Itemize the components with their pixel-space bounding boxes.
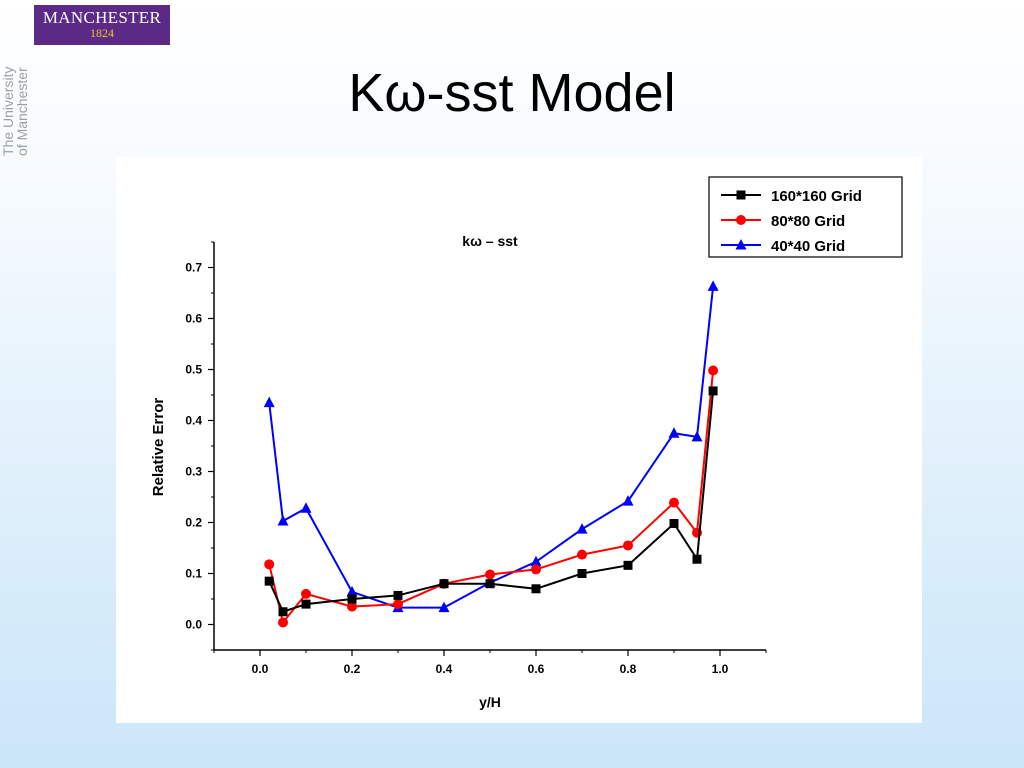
data-point-80x80-grid [301,588,311,599]
legend-marker-40x40-grid [735,239,747,250]
slide-title: Kω-sst Model [348,63,676,123]
data-point-80x80-grid [278,617,288,628]
data-point-160x160-grid [669,519,679,529]
chart-title: kω – sst [462,233,518,249]
data-point-80x80-grid [669,497,679,508]
data-point-40x40-grid [346,585,358,597]
chart-svg: 0.0 0.1 0.2 0.3 0.4 0.5 0.6 0.7 0.0 0.2 0.4 0.6 0.8 1… [150,176,903,710]
y-tick-label: 0.5 [185,363,202,377]
legend-label-40x40-grid: 40*40 Grid [771,238,845,255]
data-point-80x80-grid [531,564,541,575]
data-point-160x160-grid [692,554,702,564]
y-tick-label: 0.4 [185,414,202,428]
data-point-40x40-grid [438,601,450,613]
y-tick-label: 0.6 [185,312,202,326]
x-tick-label: 0.4 [436,662,453,676]
x-tick-label: 0.6 [528,662,545,676]
data-point-80x80-grid [577,549,587,560]
logo-year: 1824 [90,26,114,40]
data-point-160x160-grid [623,560,633,570]
data-point-160x160-grid [577,569,587,578]
data-point-80x80-grid [347,601,357,612]
x-axis-label: y/H [479,694,501,710]
data-point-40x40-grid [622,495,634,506]
x-tick-label: 0.8 [620,662,637,676]
x-tick-label: 0.2 [344,662,361,676]
data-point-160x160-grid [439,579,449,589]
data-point-40x40-grid [691,430,703,442]
university-logo: MANCHESTER 1824 [34,5,170,45]
data-point-160x160-grid [301,599,311,609]
logo-wordmark: MANCHESTER [42,8,162,27]
y-tick-label: 0.3 [185,465,202,479]
data-point-160x160-grid [264,576,274,586]
y-axis-label: Relative Error [150,398,167,497]
y-tick-label: 0.0 [185,618,202,632]
data-point-80x80-grid [485,569,495,580]
chart-panel: 0.0 0.1 0.2 0.3 0.4 0.5 0.6 0.7 0.0 0.2 0.4 0.6 0.8 1… [116,157,922,723]
data-point-160x160-grid [393,590,403,600]
data-point-160x160-grid [485,579,495,589]
series-layer [263,280,719,628]
chart-legend: 160*160 Grid 80*80 Grid 40*40 Grid [708,176,903,258]
data-point-40x40-grid [576,523,588,534]
data-point-80x80-grid [708,365,719,376]
data-point-40x40-grid [300,502,312,513]
data-point-160x160-grid [708,386,718,396]
data-point-160x160-grid [531,584,541,594]
data-point-80x80-grid [264,559,275,570]
legend-marker-160x160-grid [736,190,746,200]
data-point-80x80-grid [623,540,633,551]
data-point-40x40-grid [668,427,680,438]
data-point-160x160-grid [278,607,288,617]
data-point-40x40-grid [263,396,275,408]
x-tick-label: 0.0 [252,662,269,676]
y-tick-label: 0.7 [185,261,202,275]
x-tick-label: 1.0 [712,662,729,676]
data-point-160x160-grid [347,594,357,604]
legend-label-80x80-grid: 80*80 Grid [771,213,845,230]
legend-marker-80x80-grid [736,215,746,225]
data-point-80x80-grid [393,599,403,610]
legend-label-160x160-grid: 160*160 Grid [771,188,862,205]
y-tick-label: 0.2 [185,516,202,530]
series-line-40x40-grid [268,286,715,609]
data-point-40x40-grid [707,280,719,291]
data-point-40x40-grid [277,514,289,526]
axes-layer: 0.0 0.1 0.2 0.3 0.4 0.5 0.6 0.7 0.0 0.2 0.4 0.6 0.8 1… [150,233,767,710]
data-point-40x40-grid [530,555,542,567]
y-tick-label: 0.1 [185,567,202,581]
